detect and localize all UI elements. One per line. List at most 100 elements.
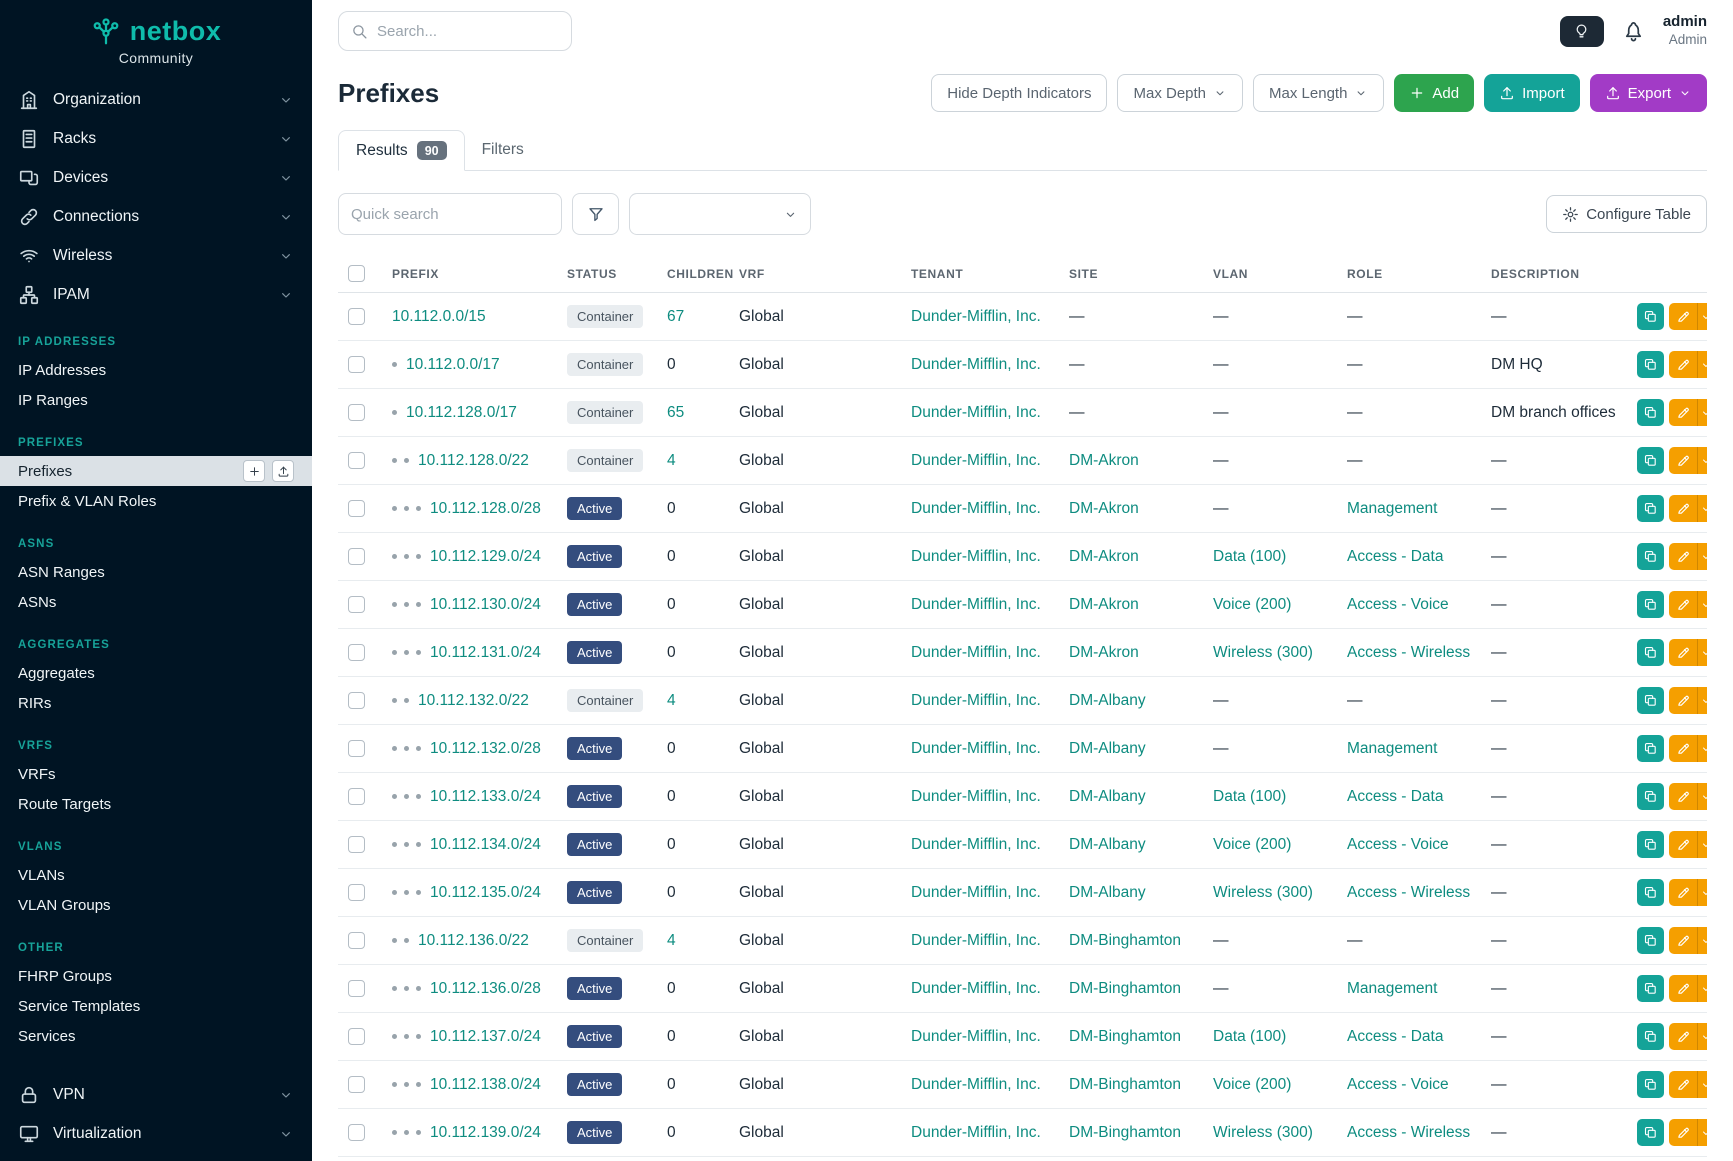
column-header-description[interactable]: DESCRIPTION [1481, 255, 1627, 293]
add-button[interactable]: Add [1394, 74, 1475, 112]
prefix-link[interactable]: 10.112.128.0/22 [418, 451, 529, 469]
row-checkbox[interactable] [348, 883, 365, 901]
edit-dropdown-toggle[interactable] [1697, 591, 1707, 618]
edit-dropdown-toggle[interactable] [1697, 927, 1707, 954]
row-checkbox[interactable] [348, 643, 365, 661]
search-input[interactable] [377, 22, 576, 40]
edit-button[interactable] [1669, 831, 1697, 858]
edit-button[interactable] [1669, 303, 1697, 330]
row-checkbox[interactable] [348, 451, 365, 469]
site-link[interactable]: DM-Akron [1069, 547, 1139, 565]
column-header-status[interactable]: STATUS [557, 255, 657, 293]
tenant-link[interactable]: Dunder-Mifflin, Inc. [911, 1027, 1041, 1045]
vlan-link[interactable]: Wireless (300) [1213, 643, 1313, 661]
sidebar-item-prefix-vlan-roles[interactable]: Prefix & VLAN Roles [18, 492, 157, 510]
sidebar-item-wireless[interactable]: Wireless [0, 236, 312, 275]
children-count[interactable]: 65 [667, 403, 685, 421]
sidebar-item-organization[interactable]: Organization [0, 80, 312, 119]
prefix-link[interactable]: 10.112.136.0/28 [430, 979, 541, 997]
tenant-link[interactable]: Dunder-Mifflin, Inc. [911, 451, 1041, 469]
site-link[interactable]: DM-Akron [1069, 595, 1139, 613]
children-count[interactable]: 4 [667, 691, 676, 709]
tenant-link[interactable]: Dunder-Mifflin, Inc. [911, 1075, 1041, 1093]
copy-button[interactable] [1637, 831, 1664, 858]
tenant-link[interactable]: Dunder-Mifflin, Inc. [911, 883, 1041, 901]
site-link[interactable]: DM-Binghamton [1069, 1027, 1181, 1045]
vlan-link[interactable]: Voice (200) [1213, 595, 1292, 613]
copy-button[interactable] [1637, 735, 1664, 762]
copy-button[interactable] [1637, 783, 1664, 810]
edit-button[interactable] [1669, 447, 1697, 474]
row-checkbox[interactable] [348, 1075, 365, 1093]
copy-button[interactable] [1637, 1119, 1664, 1146]
tab-results[interactable]: Results 90 [338, 130, 465, 171]
site-link[interactable]: DM-Binghamton [1069, 931, 1181, 949]
tenant-link[interactable]: Dunder-Mifflin, Inc. [911, 931, 1041, 949]
tab-filters[interactable]: Filters [481, 141, 524, 158]
tenant-link[interactable]: Dunder-Mifflin, Inc. [911, 787, 1041, 805]
copy-button[interactable] [1637, 1071, 1664, 1098]
sidebar-item-racks[interactable]: Racks [0, 119, 312, 158]
site-link[interactable]: DM-Albany [1069, 691, 1146, 709]
edit-dropdown-toggle[interactable] [1697, 1071, 1707, 1098]
tenant-link[interactable]: Dunder-Mifflin, Inc. [911, 835, 1041, 853]
saved-filter-select[interactable] [629, 193, 811, 235]
prefix-link[interactable]: 10.112.135.0/24 [430, 883, 541, 901]
role-link[interactable]: Management [1347, 979, 1438, 997]
site-link[interactable]: DM-Albany [1069, 883, 1146, 901]
copy-button[interactable] [1637, 543, 1664, 570]
brand[interactable]: netbox Community [0, 16, 312, 80]
copy-button[interactable] [1637, 447, 1664, 474]
copy-button[interactable] [1637, 591, 1664, 618]
edit-dropdown-toggle[interactable] [1697, 735, 1707, 762]
role-link[interactable]: Access - Voice [1347, 1075, 1449, 1093]
tenant-link[interactable]: Dunder-Mifflin, Inc. [911, 499, 1041, 517]
vlan-link[interactable]: Data (100) [1213, 787, 1287, 805]
sidebar-item-services[interactable]: Services [18, 1027, 76, 1045]
prefix-link[interactable]: 10.112.128.0/28 [430, 499, 541, 517]
prefix-link[interactable]: 10.112.139.0/24 [430, 1123, 541, 1141]
column-header-role[interactable]: ROLE [1337, 255, 1481, 293]
edit-dropdown-toggle[interactable] [1697, 1023, 1707, 1050]
row-checkbox[interactable] [348, 547, 365, 565]
copy-button[interactable] [1637, 687, 1664, 714]
row-checkbox[interactable] [348, 595, 365, 613]
select-all-checkbox[interactable] [348, 265, 365, 282]
site-link[interactable]: DM-Binghamton [1069, 979, 1181, 997]
sidebar-item-vrfs[interactable]: VRFs [18, 765, 56, 783]
notifications-button[interactable] [1622, 20, 1645, 43]
edit-dropdown-toggle[interactable] [1697, 639, 1707, 666]
row-checkbox[interactable] [348, 499, 365, 517]
sidebar-item-circuits[interactable]: Circuits [0, 1153, 312, 1161]
edit-button[interactable] [1669, 639, 1697, 666]
tenant-link[interactable]: Dunder-Mifflin, Inc. [911, 643, 1041, 661]
edit-button[interactable] [1669, 927, 1697, 954]
prefix-link[interactable]: 10.112.0.0/17 [406, 355, 500, 373]
edit-button[interactable] [1669, 543, 1697, 570]
edit-button[interactable] [1669, 975, 1697, 1002]
vlan-link[interactable]: Voice (200) [1213, 835, 1292, 853]
prefix-link[interactable]: 10.112.129.0/24 [430, 547, 541, 565]
row-checkbox[interactable] [348, 403, 365, 421]
site-link[interactable]: DM-Akron [1069, 643, 1139, 661]
tenant-link[interactable]: Dunder-Mifflin, Inc. [911, 547, 1041, 565]
sidebar-item-devices[interactable]: Devices [0, 158, 312, 197]
edit-dropdown-toggle[interactable] [1697, 303, 1707, 330]
sidebar-item-prefixes[interactable]: Prefixes [0, 456, 312, 486]
vlan-link[interactable]: Data (100) [1213, 1027, 1287, 1045]
max-length-dropdown[interactable]: Max Length [1253, 74, 1385, 112]
copy-button[interactable] [1637, 1023, 1664, 1050]
hide-depth-indicators-button[interactable]: Hide Depth Indicators [931, 74, 1108, 112]
edit-dropdown-toggle[interactable] [1697, 975, 1707, 1002]
edit-dropdown-toggle[interactable] [1697, 495, 1707, 522]
tenant-link[interactable]: Dunder-Mifflin, Inc. [911, 595, 1041, 613]
edit-dropdown-toggle[interactable] [1697, 687, 1707, 714]
sidebar-item-connections[interactable]: Connections [0, 197, 312, 236]
copy-button[interactable] [1637, 639, 1664, 666]
copy-button[interactable] [1637, 927, 1664, 954]
vlan-link[interactable]: Voice (200) [1213, 1075, 1292, 1093]
edit-button[interactable] [1669, 495, 1697, 522]
prefix-link[interactable]: 10.112.128.0/17 [406, 403, 517, 421]
site-link[interactable]: DM-Albany [1069, 787, 1146, 805]
sidebar-item-asn-ranges[interactable]: ASN Ranges [18, 563, 105, 581]
